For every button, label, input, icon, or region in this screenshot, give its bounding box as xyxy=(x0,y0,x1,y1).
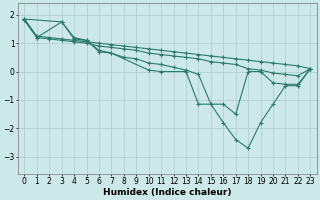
X-axis label: Humidex (Indice chaleur): Humidex (Indice chaleur) xyxy=(103,188,232,197)
